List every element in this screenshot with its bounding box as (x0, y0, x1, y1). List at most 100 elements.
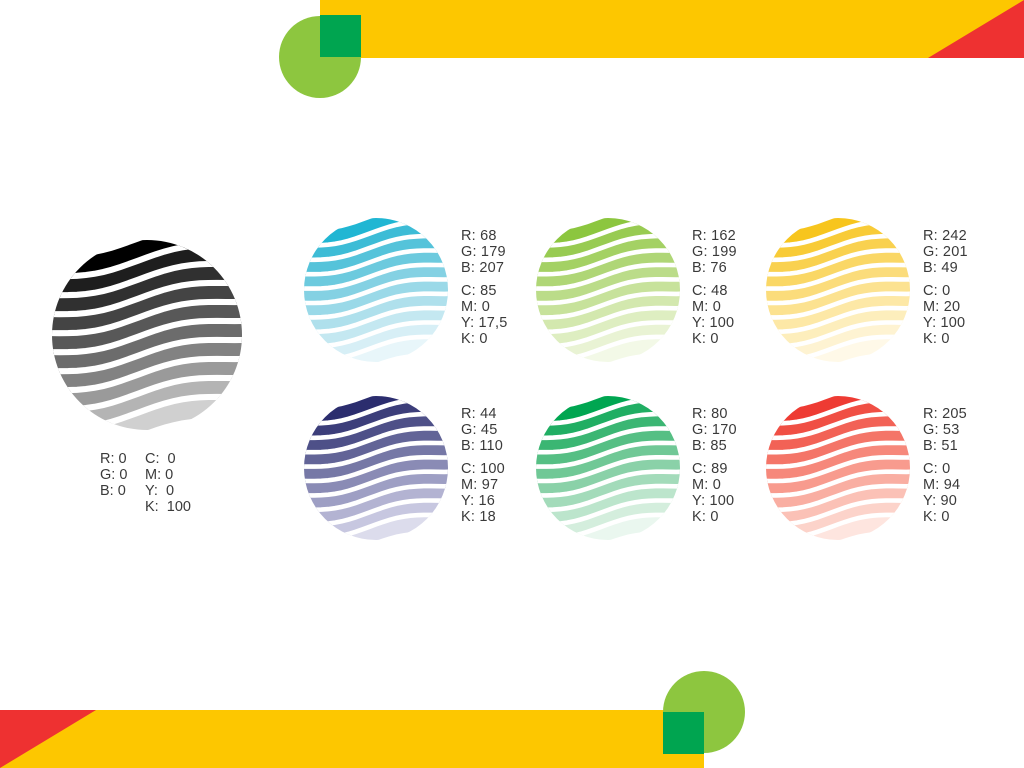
swatch-white-wave (766, 483, 910, 513)
swatch-stripe (536, 428, 680, 469)
swatch-white-wave (304, 483, 448, 513)
cmyk-k: K: 0 (923, 509, 950, 525)
swatch-white-wave (304, 276, 448, 306)
swatch-white-wave (304, 468, 448, 498)
swatch-stripe (766, 456, 910, 498)
swatch-stripe (536, 250, 680, 291)
swatch-white-wave (536, 276, 680, 306)
swatch-white-wave (536, 290, 680, 320)
cmyk-c: C: 89 (692, 461, 728, 477)
rgb-g: G: 0 (100, 467, 128, 483)
swatch-stripe (52, 301, 242, 355)
swatch-stripe (304, 307, 448, 349)
swatch-stripe (304, 514, 448, 540)
swatch-white-wave (304, 440, 448, 469)
rgb-r: R: 44 (461, 406, 497, 422)
swatch-stripe (304, 218, 448, 248)
cmyk-y: Y: 0 (145, 483, 175, 499)
swatch-white-wave (52, 317, 242, 356)
swatch-stripe (766, 293, 910, 334)
swatch-white-wave (536, 247, 680, 277)
swatch-stripe (304, 413, 448, 455)
cmyk-m: M: 0 (692, 477, 721, 493)
swatch-white-wave (304, 290, 448, 320)
swatch-stripe (536, 278, 680, 320)
rgb-r: R: 80 (692, 406, 728, 422)
rgb-r: R: 68 (461, 228, 497, 244)
rgb-g: G: 201 (923, 244, 968, 260)
swatch-white-wave (536, 440, 680, 469)
swatch-stripe (766, 250, 910, 291)
swatch-stripe (536, 485, 680, 527)
swatch-green-circle (536, 396, 680, 540)
swatch-white-wave (766, 454, 910, 484)
swatch-stripe (766, 278, 910, 320)
cmyk-k: K: 0 (461, 331, 488, 347)
rgb-g: G: 170 (692, 422, 737, 438)
cmyk-y: Y: 100 (923, 315, 966, 331)
rgb-b: B: 76 (692, 260, 727, 276)
swatch-black-rgb: R: 0 G: 0 B: 0 (100, 451, 127, 499)
swatch-white-wave (766, 247, 910, 277)
rgb-g: G: 53 (923, 422, 960, 438)
swatch-stripe (536, 471, 680, 512)
rgb-b: B: 110 (461, 438, 504, 454)
rgb-b: B: 207 (461, 260, 505, 276)
rgb-g: G: 179 (461, 244, 506, 260)
swatch-white-wave (52, 298, 242, 337)
swatch-white-wave (52, 355, 242, 394)
swatch-white-wave (536, 468, 680, 498)
swatch-stripe (766, 413, 910, 455)
swatch-stripe (304, 471, 448, 512)
bottom-yellow-bar (0, 710, 704, 768)
swatch-stripe (536, 442, 680, 483)
swatch-stripe (304, 293, 448, 334)
swatch-white-wave (536, 305, 680, 335)
cmyk-c: C: 85 (461, 283, 497, 299)
swatch-stripe (766, 442, 910, 483)
cmyk-m: M: 97 (461, 477, 499, 493)
swatch-stripe (304, 336, 448, 362)
cmyk-c: C: 0 (923, 461, 951, 477)
swatch-green-values: R: 80 G: 170 B: 85 C: 89 M: 0 Y: 100 K: … (692, 406, 737, 525)
swatch-yellow-circle (766, 218, 910, 362)
swatch-stripe (52, 244, 242, 298)
swatch-stripe (304, 442, 448, 483)
swatch-stripe (766, 399, 910, 440)
swatch-stripe (536, 396, 680, 426)
swatch-white-wave (304, 262, 448, 291)
swatch-white-wave (52, 279, 242, 318)
cmyk-y: Y: 16 (461, 493, 496, 509)
swatch-white-wave (304, 454, 448, 484)
cmyk-y: Y: 100 (692, 315, 735, 331)
cmyk-m: M: 20 (923, 299, 961, 315)
swatch-stripe (766, 221, 910, 262)
rgb-b: B: 51 (923, 438, 958, 454)
swatch-stripe (52, 320, 242, 374)
swatch-white-wave (766, 468, 910, 498)
cmyk-y: Y: 100 (692, 493, 735, 509)
rgb-r: R: 242 (923, 228, 967, 244)
swatch-indigo-values: R: 44 G: 45 B: 110 C: 100 M: 97 Y: 16 K:… (461, 406, 505, 525)
swatch-cyan-circle (304, 218, 448, 362)
cmyk-m: M: 94 (923, 477, 961, 493)
swatch-white-wave (766, 290, 910, 320)
cmyk-m: M: 0 (692, 299, 721, 315)
swatch-stripe (52, 396, 242, 430)
swatch-stripe (536, 456, 680, 498)
swatch-indigo-circle (304, 396, 448, 540)
cmyk-c: C: 48 (692, 283, 728, 299)
swatch-stripe (536, 413, 680, 455)
swatch-stripe (52, 339, 242, 393)
swatch-stripe (536, 336, 680, 362)
swatch-stripe (536, 235, 680, 277)
swatch-stripe (766, 307, 910, 349)
cmyk-y: Y: 17,5 (461, 315, 508, 331)
swatch-stripe (536, 218, 680, 248)
swatch-stripe (304, 250, 448, 291)
swatch-white-wave (766, 425, 910, 455)
swatch-white-wave (536, 425, 680, 455)
top-yellow-bar (320, 0, 1024, 58)
swatch-stripe (304, 399, 448, 440)
rgb-g: G: 199 (692, 244, 737, 260)
